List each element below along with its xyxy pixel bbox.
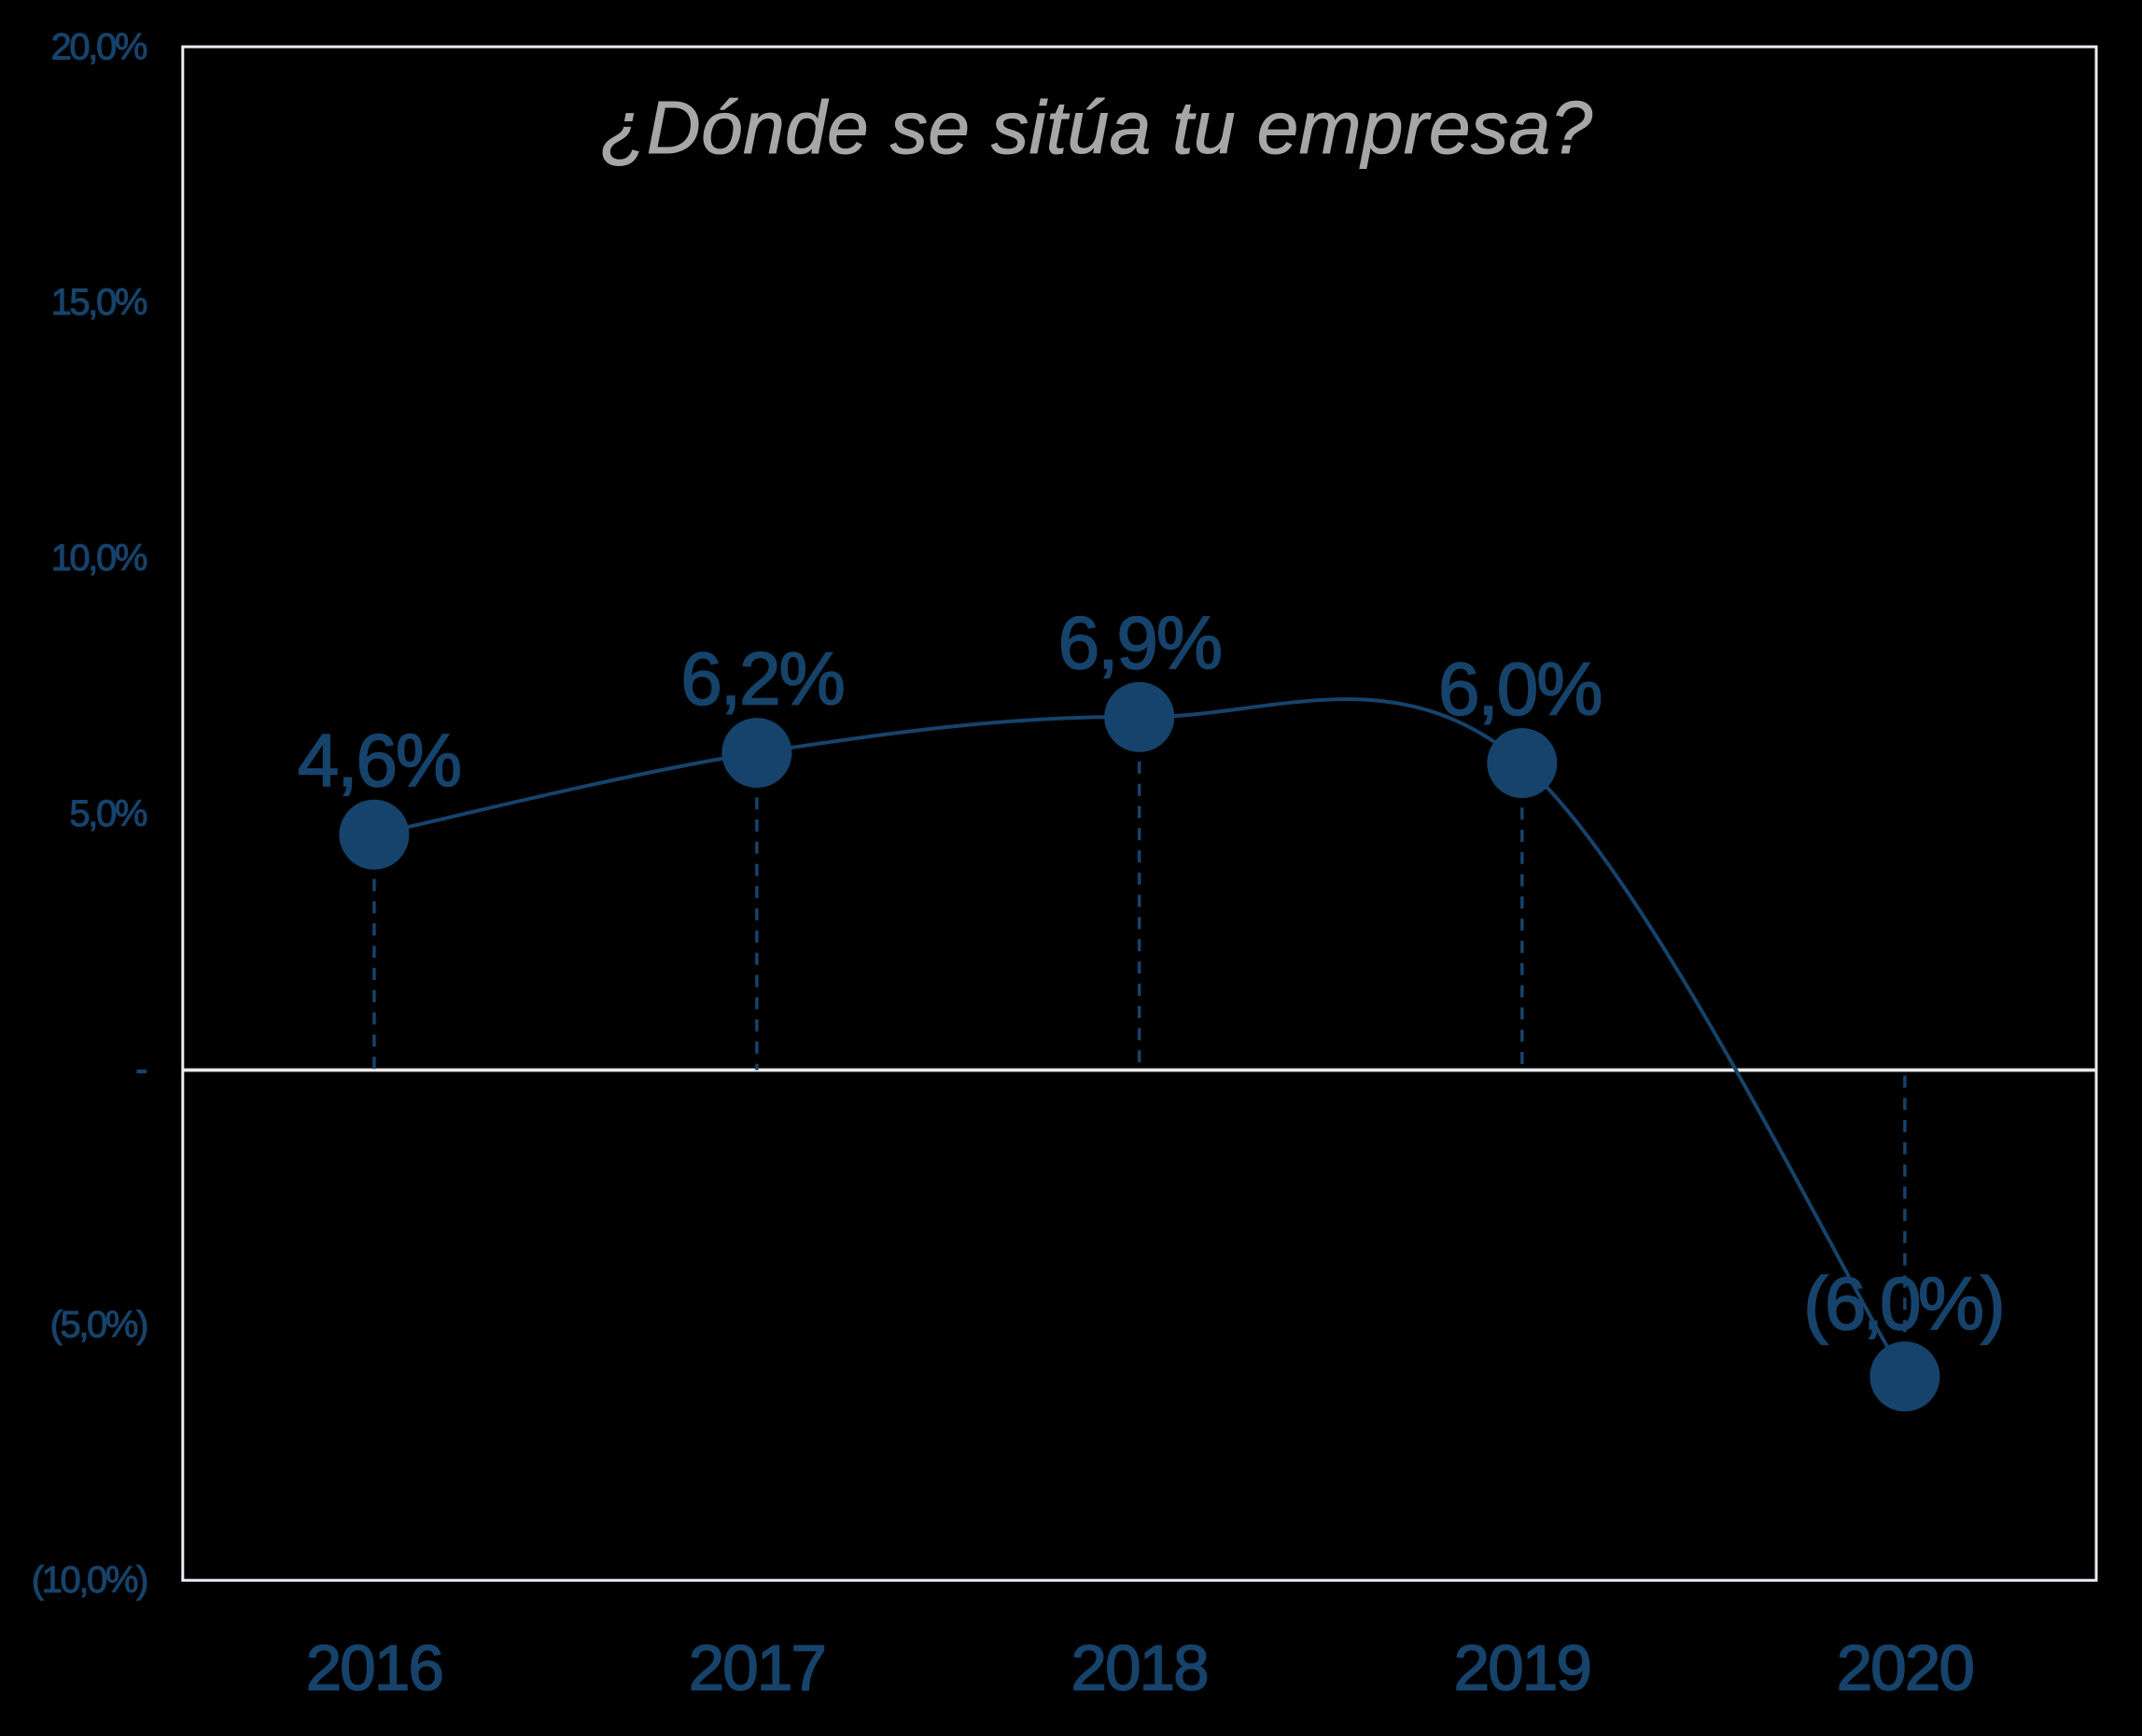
svg-text:(10,0%): (10,0%) [32, 1560, 147, 1601]
svg-text:2019: 2019 [1454, 1632, 1590, 1704]
svg-text:2020: 2020 [1837, 1632, 1973, 1704]
svg-text:15,0%: 15,0% [51, 282, 147, 323]
svg-text:(6,0%): (6,0%) [1803, 1262, 2002, 1345]
svg-text:-: - [135, 1049, 147, 1090]
svg-text:5,0%: 5,0% [69, 793, 147, 834]
svg-text:6,2%: 6,2% [680, 637, 843, 720]
svg-text:10,0%: 10,0% [51, 538, 147, 579]
svg-text:20,0%: 20,0% [51, 26, 147, 67]
svg-text:4,6%: 4,6% [298, 719, 460, 802]
svg-text:2018: 2018 [1071, 1632, 1208, 1704]
svg-text:2016: 2016 [306, 1632, 442, 1704]
svg-text:(5,0%): (5,0%) [50, 1304, 147, 1345]
svg-text:6,0%: 6,0% [1438, 647, 1601, 730]
svg-text:2017: 2017 [689, 1632, 825, 1704]
svg-text:6,9%: 6,9% [1058, 601, 1221, 684]
svg-text:¿Dónde se sitúa tu empresa?: ¿Dónde se sitúa tu empresa? [601, 86, 1593, 169]
